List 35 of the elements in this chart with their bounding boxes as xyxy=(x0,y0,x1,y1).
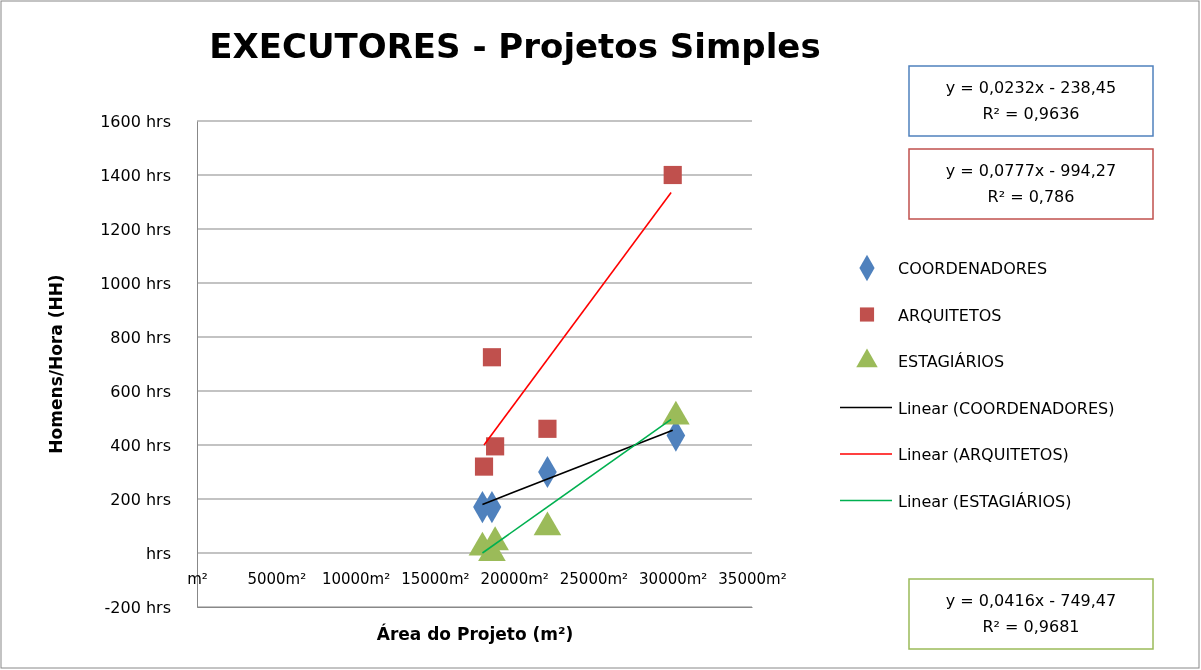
y-tick-label: 1600 hrs xyxy=(100,111,171,131)
point xyxy=(663,165,682,185)
text: y = 0,0416x - 749,47 R² = 0,9681 xyxy=(945,591,1117,636)
x-tick-label: 15000m² xyxy=(401,569,470,588)
y-tick-label: 1400 hrs xyxy=(100,165,171,185)
y-tick-label: 1000 hrs xyxy=(100,273,171,293)
text: y = 0,0232x - 238,45 R² = 0,9636 xyxy=(945,78,1117,123)
x-axis-title: Área do Projeto (m²) xyxy=(376,623,574,644)
point xyxy=(482,348,502,367)
point xyxy=(538,419,557,438)
y-tick-label: 200 hrs xyxy=(110,489,171,509)
y-tick-label: hrs xyxy=(145,543,171,563)
x-tick-label: 35000m² xyxy=(718,569,787,588)
chart-title: EXECUTORES - Projetos Simples xyxy=(209,26,821,66)
x-tick-label: 5000m² xyxy=(247,569,307,588)
legend-label: Linear (ARQUITETOS) xyxy=(898,445,1069,464)
y-tick-label: 600 hrs xyxy=(110,381,171,401)
text: y = 0,0777x - 994,27 R² = 0,786 xyxy=(945,161,1117,206)
legend-label: Linear (ESTAGIÁRIOS) xyxy=(898,491,1072,511)
legend-label: ESTAGIÁRIOS xyxy=(898,352,1005,371)
y-axis-title: Homens/Hora (HH) xyxy=(46,274,66,454)
y-tick-label: 800 hrs xyxy=(110,327,171,347)
x-tick-label: 30000m² xyxy=(639,569,708,588)
legend-label: Linear (COORDENADORES) xyxy=(898,398,1115,418)
legend-label: ARQUITETOS xyxy=(898,305,1002,325)
x-tick-label: m² xyxy=(187,569,208,588)
legend-label: COORDENADORES xyxy=(898,259,1048,278)
x-tick-label: 10000m² xyxy=(321,569,391,588)
y-tick-label: 400 hrs xyxy=(110,435,171,455)
point xyxy=(474,457,494,476)
x-tick-label: 25000m² xyxy=(559,569,629,588)
y-tick-label: -200 hrs xyxy=(104,597,171,617)
y-tick-label: 1200 hrs xyxy=(100,219,171,239)
point xyxy=(486,437,505,456)
x-tick-label: 20000m² xyxy=(480,569,549,588)
